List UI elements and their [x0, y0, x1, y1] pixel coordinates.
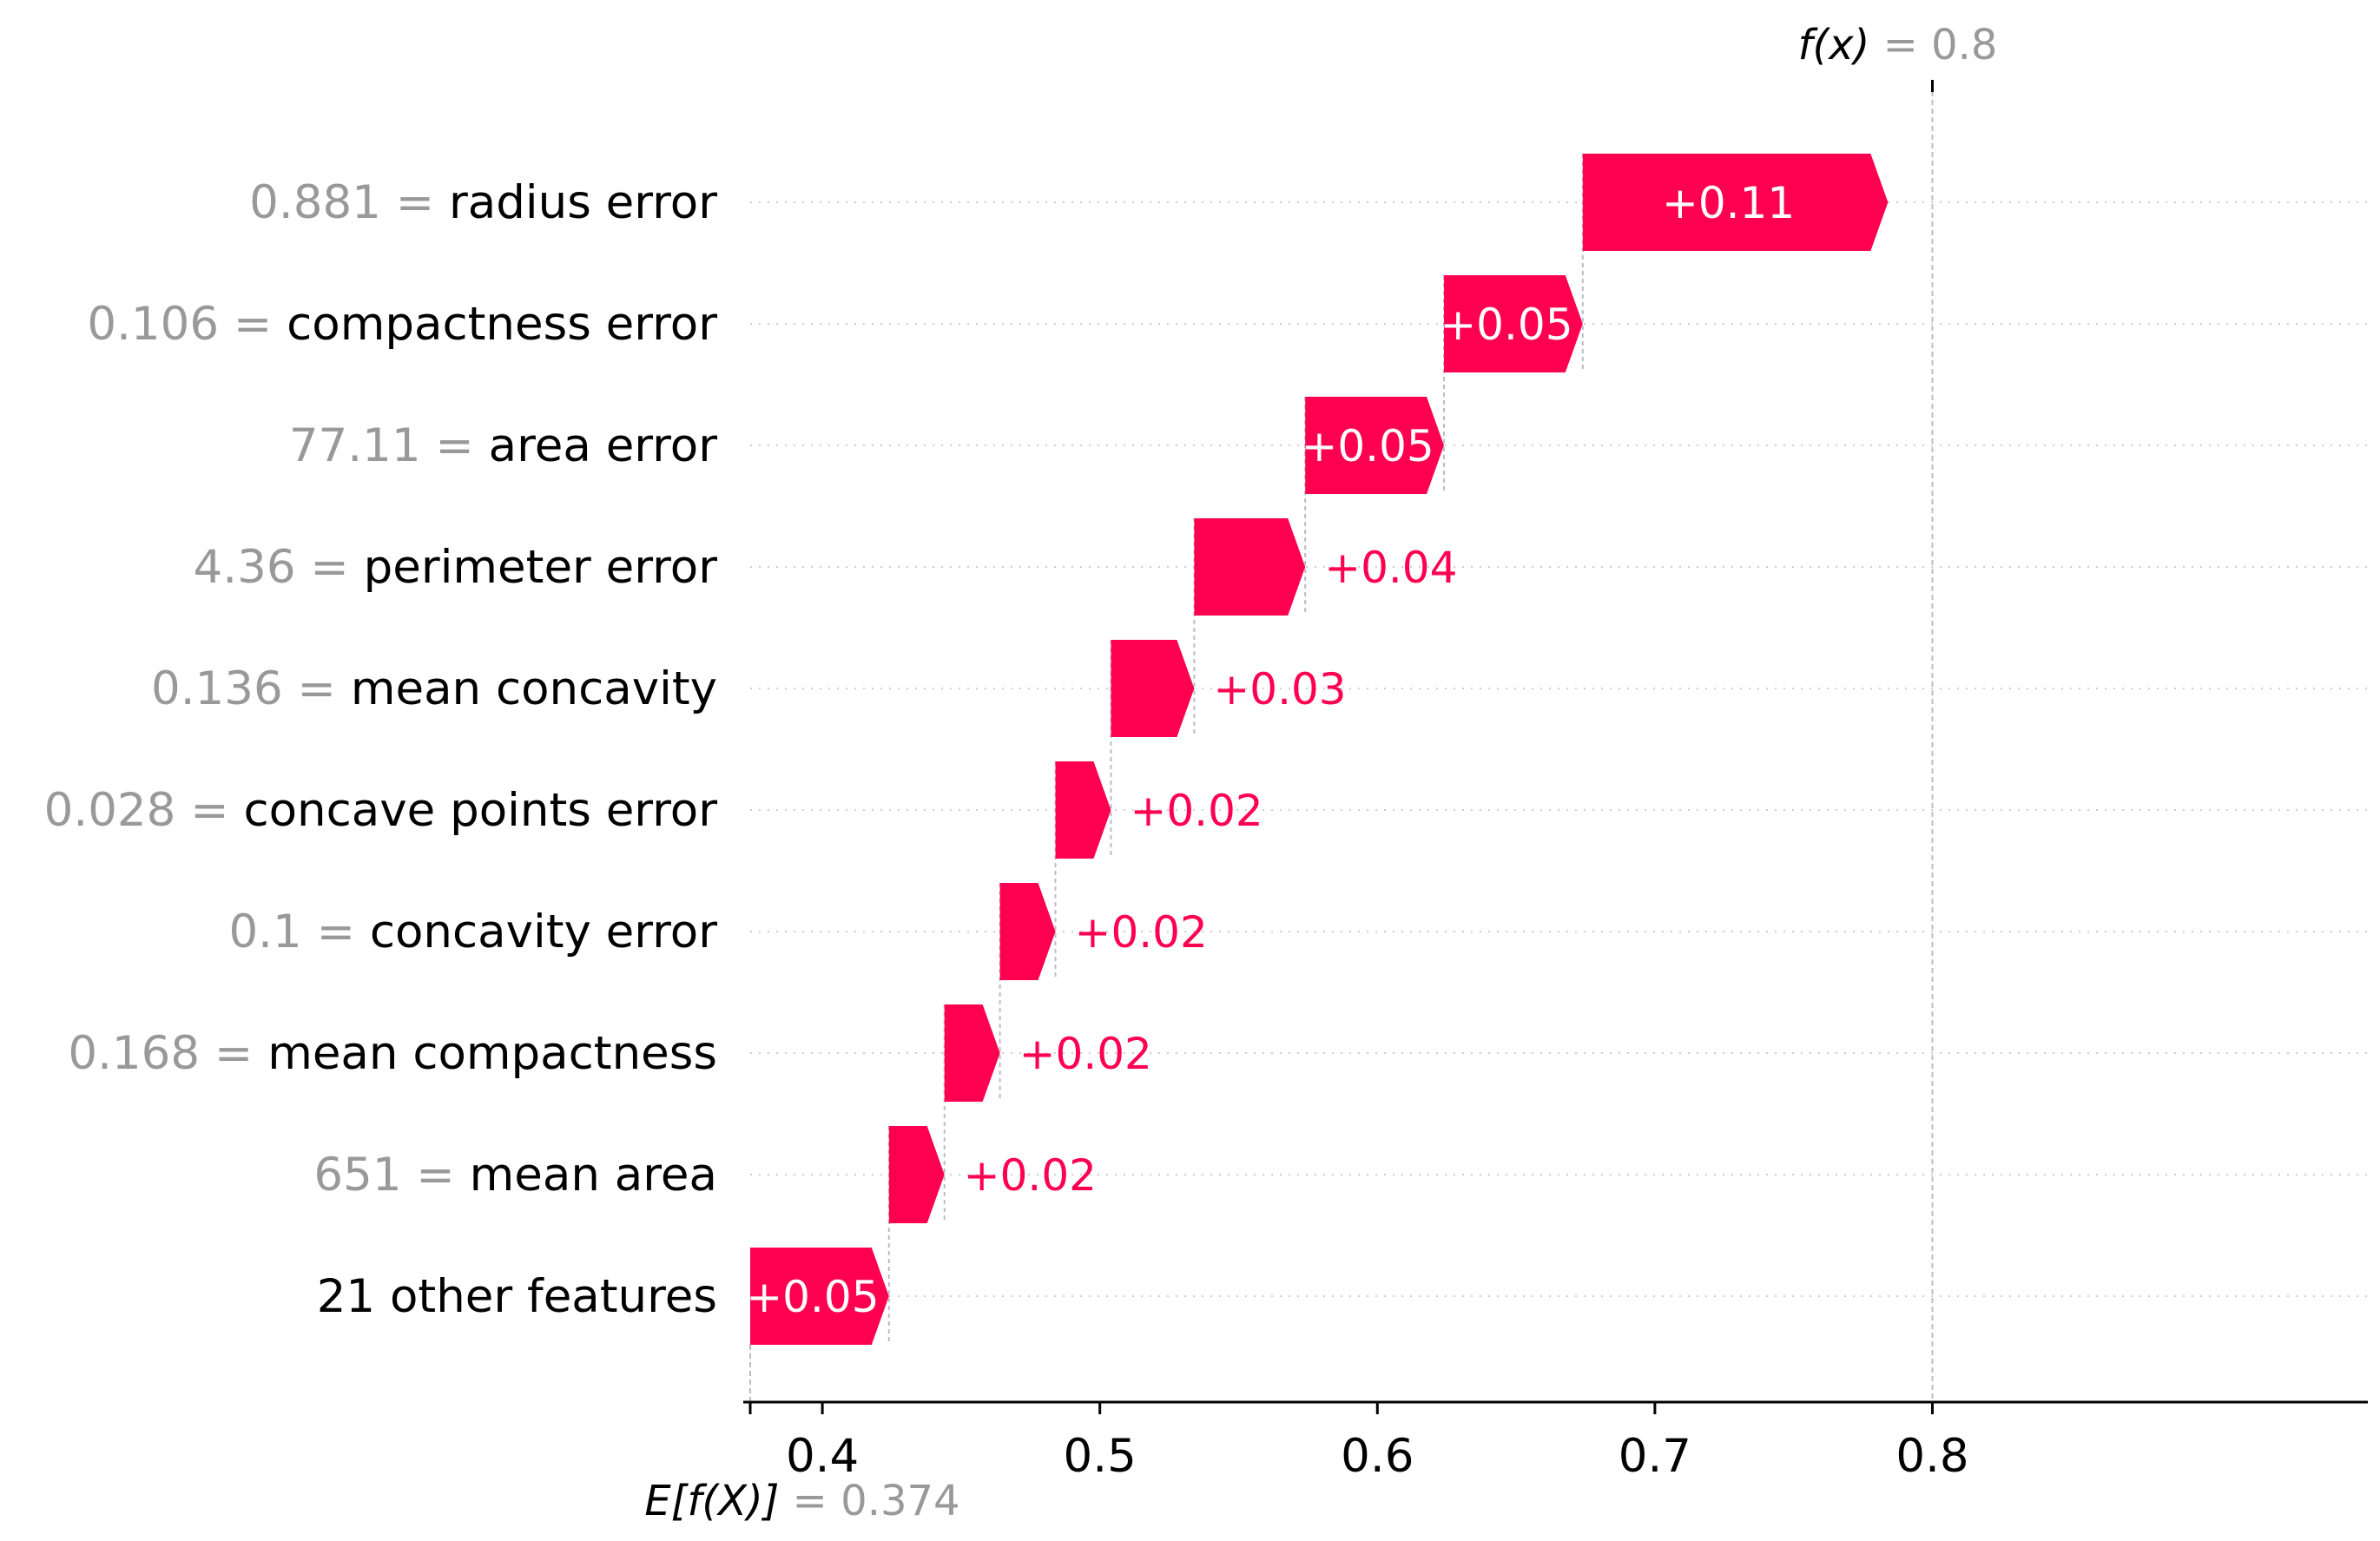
contribution-bar: [1194, 518, 1306, 616]
feature-value: 0.136 =: [151, 662, 351, 715]
base-value-symbol: E[f(X)]: [644, 1477, 779, 1525]
contribution-labels: +0.11 +0.05 +0.05 +0.04 +0.03 +0.02 +0.02 +0.02…: [746, 178, 1795, 1322]
contribution-label: +0.11: [1662, 178, 1795, 228]
feature-name: mean concavity: [351, 662, 717, 715]
output-value-symbol: f(x): [1798, 21, 1870, 69]
contribution-bar: [1582, 154, 1889, 251]
value-annotations: f(x) = 0.8 E[f(X)] = 0.374: [644, 21, 1997, 1525]
feature-value: 0.881 =: [249, 176, 449, 229]
feature-value: 4.36 =: [194, 541, 364, 594]
contribution-label: +0.02: [1019, 1029, 1152, 1079]
contribution-label: +0.02: [1075, 907, 1208, 958]
output-value-number: = 0.8: [1869, 21, 1997, 69]
feature-label: 0.136 = mean concavity: [151, 662, 717, 715]
contribution-label: +0.05: [746, 1272, 879, 1322]
contribution-bar: [888, 1126, 945, 1223]
contribution-bar: [1305, 397, 1444, 494]
x-tick-label: 0.6: [1341, 1430, 1414, 1483]
feature-label: 21 other features: [317, 1270, 717, 1323]
feature-name: perimeter error: [364, 541, 718, 594]
output-value-annotation: f(x) = 0.8: [1798, 21, 1998, 69]
feature-label: 0.168 = mean compactness: [68, 1027, 717, 1080]
feature-label: 0.1 = concavity error: [228, 906, 717, 958]
contribution-label: +0.05: [1301, 421, 1434, 471]
feature-name: concavity error: [370, 906, 717, 958]
feature-name: compactness error: [287, 298, 717, 351]
contribution-bar: [944, 1004, 1000, 1102]
contribution-bar: [1055, 761, 1111, 859]
x-tick-label: 0.8: [1895, 1430, 1968, 1483]
contribution-label: +0.02: [1130, 786, 1263, 836]
feature-label: 0.106 = compactness error: [87, 298, 717, 351]
contribution-bar: [750, 1248, 889, 1345]
feature-name: radius error: [449, 176, 717, 229]
contribution-bar: [999, 883, 1056, 980]
feature-value: 651 =: [313, 1149, 469, 1202]
base-value-number: = 0.374: [779, 1477, 959, 1525]
feature-value: 0.1 =: [228, 906, 369, 958]
x-axis: 0.4 0.5 0.6 0.7 0.8: [743, 80, 2368, 1483]
contribution-label: +0.04: [1324, 543, 1457, 593]
feature-name: area error: [489, 419, 718, 472]
feature-label: 0.881 = radius error: [249, 176, 717, 229]
feature-value: 77.11 =: [289, 419, 489, 472]
feature-label: 4.36 = perimeter error: [194, 541, 718, 594]
feature-label: 0.028 = concave points error: [44, 784, 718, 837]
contribution-label: +0.03: [1213, 664, 1346, 715]
x-tick-label: 0.4: [786, 1430, 859, 1483]
contribution-bars: [750, 154, 1889, 1345]
contribution-label: +0.05: [1440, 300, 1572, 350]
feature-value: 0.168 =: [68, 1027, 267, 1080]
feature-labels: 0.881 = radius error 0.106 = compactness …: [44, 176, 718, 1323]
feature-name: mean area: [470, 1149, 717, 1202]
contribution-bar: [1111, 640, 1195, 737]
contribution-bar: [1444, 275, 1583, 372]
x-tick-label: 0.5: [1064, 1430, 1137, 1483]
feature-name: concave points error: [243, 784, 717, 837]
connector-lines: [749, 82, 1934, 1402]
feature-label: 651 = mean area: [313, 1149, 717, 1202]
base-value-annotation: E[f(X)] = 0.374: [644, 1477, 959, 1525]
feature-name: 21 other features: [317, 1270, 717, 1323]
feature-name: mean compactness: [267, 1027, 717, 1080]
x-tick-label: 0.7: [1619, 1430, 1691, 1483]
feature-value: 0.028 =: [44, 784, 244, 837]
feature-label: 77.11 = area error: [289, 419, 717, 472]
contribution-label: +0.02: [964, 1150, 1097, 1201]
feature-value: 0.106 =: [87, 298, 287, 351]
